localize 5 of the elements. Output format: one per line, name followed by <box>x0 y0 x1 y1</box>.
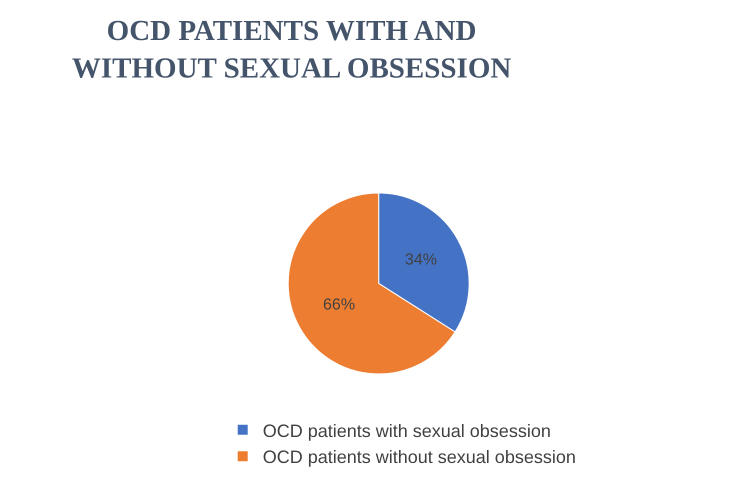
data-label: 34% <box>404 252 437 269</box>
data-label: 66% <box>323 296 356 314</box>
legend-label: OCD patients without sexual obsession <box>262 447 576 468</box>
chart-title: OCD PATIENTS WITH AND WITHOUT SEXUAL OBSESSION <box>72 14 512 84</box>
legend-label: OCD patients with sexual obsession <box>262 420 551 441</box>
